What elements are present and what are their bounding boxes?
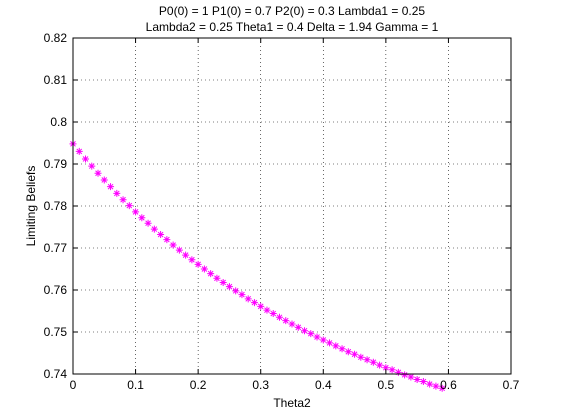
- data-markers: [69, 140, 446, 392]
- data-point: [332, 342, 340, 350]
- x-tick-label: 0.7: [503, 378, 520, 392]
- x-axis-label: Theta2: [273, 396, 311, 410]
- x-tick-label: 0.2: [190, 378, 207, 392]
- data-point: [94, 169, 102, 177]
- data-point: [319, 336, 327, 344]
- data-point: [432, 382, 440, 390]
- data-point: [125, 202, 133, 210]
- y-tick-label: 0.75: [44, 325, 68, 339]
- data-point: [144, 219, 152, 227]
- data-point: [138, 214, 146, 222]
- data-point: [113, 189, 121, 197]
- data-point: [382, 364, 390, 372]
- data-point: [244, 295, 252, 303]
- x-tick-label: 0.4: [315, 378, 332, 392]
- data-point: [313, 333, 321, 341]
- data-point: [207, 270, 215, 278]
- y-axis-label: Limiting Beliefs: [24, 166, 38, 247]
- data-point: [238, 291, 246, 299]
- data-point: [232, 287, 240, 295]
- data-point: [307, 330, 315, 338]
- y-tick-label: 0.79: [44, 157, 68, 171]
- data-point: [388, 366, 396, 374]
- data-point: [257, 302, 265, 310]
- data-point: [294, 323, 302, 331]
- data-point: [376, 361, 384, 369]
- data-point: [369, 358, 377, 366]
- y-tick-label: 0.76: [44, 283, 68, 297]
- data-point: [225, 283, 233, 291]
- data-point: [157, 231, 165, 239]
- y-tick-label: 0.77: [44, 241, 68, 255]
- data-point: [426, 380, 434, 388]
- data-point: [413, 375, 421, 383]
- data-point: [194, 260, 202, 268]
- y-tick-label: 0.81: [44, 73, 68, 87]
- data-point: [219, 278, 227, 286]
- data-point: [275, 313, 283, 321]
- data-point: [344, 348, 352, 356]
- data-point: [263, 306, 271, 314]
- data-point: [75, 147, 83, 155]
- x-tick-label: 0: [70, 378, 77, 392]
- grid-lines: [73, 38, 511, 374]
- y-tick-label: 0.78: [44, 199, 68, 213]
- data-point: [150, 225, 158, 233]
- chart-title-line1: P0(0) = 1 P1(0) = 0.7 P2(0) = 0.3 Lambda…: [159, 4, 425, 18]
- x-tick-label: 0.1: [127, 378, 144, 392]
- data-point: [351, 350, 359, 358]
- data-point: [175, 246, 183, 254]
- data-point: [394, 368, 402, 376]
- data-point: [269, 310, 277, 318]
- data-point: [169, 241, 177, 249]
- y-tick-label: 0.74: [44, 367, 68, 381]
- data-point: [200, 265, 208, 273]
- x-tick-label: 0.5: [378, 378, 395, 392]
- chart-title-line2: Lambda2 = 0.25 Theta1 = 0.4 Delta = 1.94…: [146, 20, 439, 34]
- data-point: [88, 162, 96, 170]
- data-point: [301, 327, 309, 335]
- data-point: [288, 320, 296, 328]
- data-point: [188, 256, 196, 264]
- data-point: [438, 384, 446, 392]
- data-point: [213, 274, 221, 282]
- x-tick-label: 0.6: [440, 378, 457, 392]
- y-tick-label: 0.8: [50, 115, 67, 129]
- data-point: [250, 299, 258, 307]
- data-point: [326, 339, 334, 347]
- data-point: [132, 208, 140, 216]
- data-point: [163, 236, 171, 244]
- y-tick-label: 0.82: [44, 31, 68, 45]
- data-point: [82, 155, 90, 163]
- data-point: [401, 371, 409, 379]
- x-tick-label: 0.3: [252, 378, 269, 392]
- data-point: [182, 251, 190, 259]
- data-point: [119, 196, 127, 204]
- data-point: [282, 317, 290, 325]
- data-point: [357, 353, 365, 361]
- data-point: [419, 378, 427, 386]
- data-point: [363, 356, 371, 364]
- data-point: [338, 345, 346, 353]
- data-point: [407, 373, 415, 381]
- data-point: [100, 176, 108, 184]
- data-point: [107, 183, 115, 191]
- axis-ticks: 0 0.1 0.2 0.3 0.4 0.5 0.6 0.7 0.74 0.75 0.76 0.77 0.…: [44, 31, 520, 392]
